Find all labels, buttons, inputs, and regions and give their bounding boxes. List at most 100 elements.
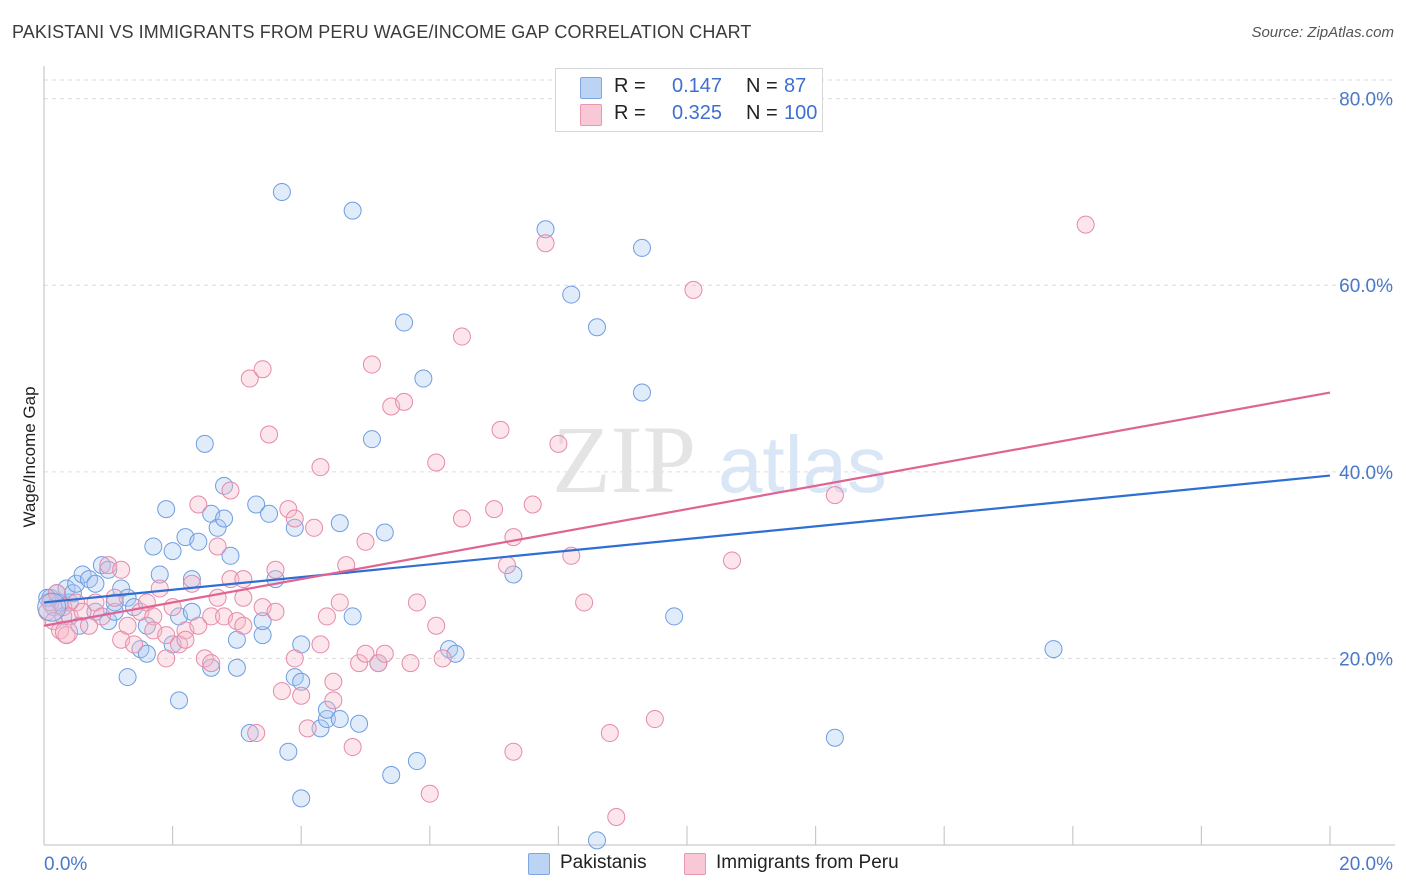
y-tick-label: 80.0% xyxy=(1339,90,1393,111)
point-pakistanis xyxy=(292,789,311,808)
legend-r-value: 0.147 xyxy=(672,75,723,97)
point-peru xyxy=(55,620,79,644)
point-pakistanis xyxy=(240,724,259,743)
point-pakistanis xyxy=(37,592,67,622)
y-tick-label: 40.0% xyxy=(1339,463,1393,484)
point-peru xyxy=(285,649,304,668)
point-pakistanis xyxy=(343,201,362,220)
point-peru xyxy=(144,607,163,626)
bottom-legend-swatch-peru xyxy=(684,853,706,875)
point-peru xyxy=(118,616,137,635)
bottom-legend-label-pakistanis: Pakistanis xyxy=(560,852,647,873)
x-tick-label: 0.0% xyxy=(44,854,87,875)
legend-n-value: 100 xyxy=(784,102,818,124)
point-pakistanis xyxy=(86,574,105,593)
point-peru xyxy=(266,602,285,621)
point-pakistanis xyxy=(131,640,150,659)
point-peru xyxy=(452,509,471,528)
point-pakistanis xyxy=(150,565,169,584)
point-peru xyxy=(234,616,253,635)
point-pakistanis xyxy=(221,546,240,565)
point-peru xyxy=(491,420,510,439)
point-pakistanis xyxy=(825,728,844,747)
point-pakistanis xyxy=(163,542,182,561)
point-pakistanis xyxy=(99,560,118,579)
point-pakistanis xyxy=(144,537,163,556)
watermark-zip: ZIP xyxy=(552,406,696,513)
point-peru xyxy=(497,556,516,575)
point-pakistanis xyxy=(407,752,426,771)
point-peru xyxy=(485,500,504,519)
watermark: ZIP atlas xyxy=(552,406,887,513)
point-peru xyxy=(176,630,195,649)
stats-legend: R = 0.147 N = 87 R = 0.325 N = 100 xyxy=(555,68,823,132)
point-peru xyxy=(150,579,169,598)
point-peru xyxy=(427,453,446,472)
legend-n-label: N = xyxy=(746,102,778,124)
bottom-legend-label-peru: Immigrants from Peru xyxy=(716,852,899,873)
point-peru xyxy=(305,518,324,537)
point-pakistanis xyxy=(215,476,234,495)
y-tick-label: 60.0% xyxy=(1339,276,1393,297)
point-peru xyxy=(285,509,304,528)
point-peru xyxy=(504,742,523,761)
point-peru xyxy=(240,369,259,388)
point-pakistanis xyxy=(105,593,124,612)
point-peru xyxy=(600,724,619,743)
point-peru xyxy=(189,616,208,635)
point-peru xyxy=(362,355,381,374)
point-pakistanis xyxy=(208,518,227,537)
point-pakistanis xyxy=(195,434,214,453)
point-pakistanis xyxy=(504,565,523,584)
point-pakistanis xyxy=(440,640,459,659)
point-peru xyxy=(266,560,285,579)
point-peru xyxy=(105,588,124,607)
point-peru xyxy=(311,635,330,654)
point-peru xyxy=(189,495,208,514)
point-pakistanis xyxy=(247,495,266,514)
point-peru xyxy=(279,500,298,519)
point-pakistanis xyxy=(253,626,272,645)
point-pakistanis xyxy=(362,430,381,449)
point-pakistanis xyxy=(395,313,414,332)
legend-n-label: N = xyxy=(746,75,778,97)
point-peru xyxy=(369,654,388,673)
point-peru xyxy=(234,570,253,589)
point-peru xyxy=(208,588,227,607)
y-tick-label: 20.0% xyxy=(1339,649,1393,670)
point-pakistanis xyxy=(330,710,349,729)
point-peru xyxy=(208,537,227,556)
axis-labels: 20.0% 40.0% 60.0% 80.0% 0.0% 20.0% Wage/Income… xyxy=(20,90,1393,875)
point-peru xyxy=(182,574,201,593)
point-pakistanis xyxy=(253,612,272,631)
point-pakistanis xyxy=(375,523,394,542)
point-pakistanis xyxy=(99,612,118,631)
point-peru xyxy=(317,607,336,626)
point-peru xyxy=(298,719,317,738)
point-pakistanis xyxy=(80,570,99,589)
legend-r-label: R = xyxy=(614,102,646,124)
trend-line-peru xyxy=(43,391,1331,627)
point-peru xyxy=(292,686,311,705)
point-peru xyxy=(427,616,446,635)
point-peru xyxy=(420,784,439,803)
point-peru xyxy=(330,593,349,612)
axes xyxy=(43,66,1395,846)
point-pakistanis xyxy=(317,710,336,729)
legend-swatch-peru xyxy=(580,104,602,126)
point-pakistanis xyxy=(57,579,76,598)
point-peru xyxy=(157,649,176,668)
chart-title: PAKISTANI VS IMMIGRANTS FROM PERU WAGE/I… xyxy=(12,22,752,42)
data-points xyxy=(37,182,1095,850)
point-peru xyxy=(350,654,369,673)
bottom-legend-swatch-pakistanis xyxy=(528,853,550,875)
point-peru xyxy=(452,327,471,346)
point-pakistanis xyxy=(63,584,82,603)
point-peru xyxy=(227,612,246,631)
point-pakistanis xyxy=(73,565,92,584)
point-pakistanis xyxy=(137,644,156,663)
point-pakistanis xyxy=(157,500,176,519)
point-pakistanis xyxy=(70,616,89,635)
point-peru xyxy=(433,649,452,668)
point-pakistanis xyxy=(665,607,684,626)
